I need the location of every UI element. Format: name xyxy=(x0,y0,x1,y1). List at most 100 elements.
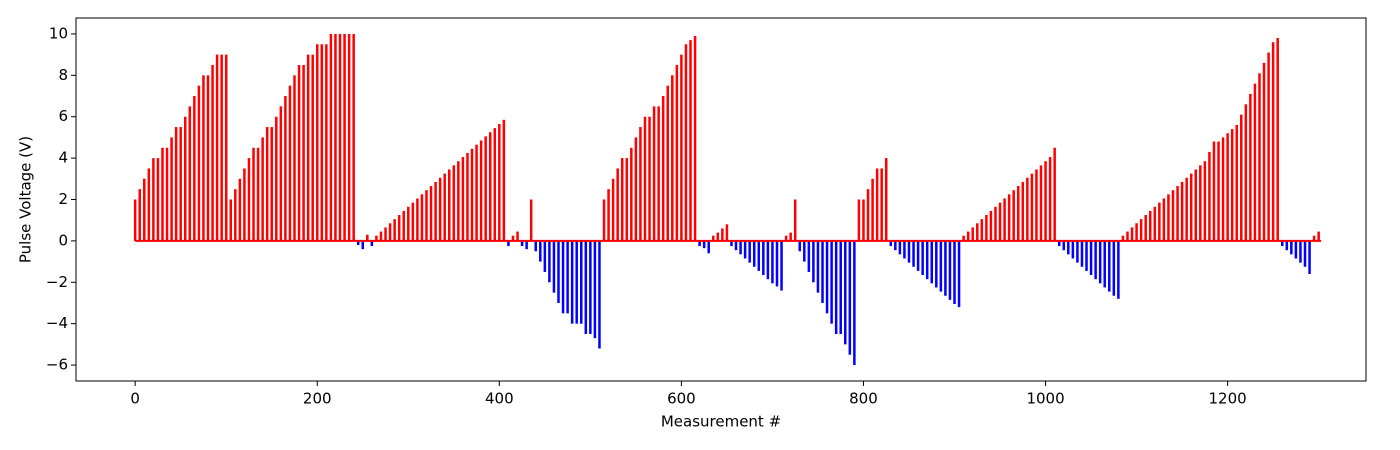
bar xyxy=(766,240,770,280)
bar xyxy=(898,240,902,255)
y-tick-label: 0 xyxy=(58,231,68,249)
bar xyxy=(256,147,260,241)
bar xyxy=(716,232,720,241)
bar xyxy=(639,127,642,241)
bar xyxy=(812,240,815,283)
bar xyxy=(347,33,351,241)
bar xyxy=(197,85,201,241)
x-tick-label: 1000 xyxy=(1026,390,1064,408)
bar xyxy=(935,240,938,288)
bar xyxy=(780,240,783,291)
bar xyxy=(397,215,401,241)
bar xyxy=(1071,240,1075,259)
bar xyxy=(1280,240,1284,247)
bar xyxy=(265,127,269,241)
bar xyxy=(516,231,519,241)
bar xyxy=(133,199,137,241)
plot-frame xyxy=(75,17,1367,382)
bar xyxy=(393,219,396,241)
bar xyxy=(1217,141,1220,241)
bar xyxy=(661,96,665,241)
bar xyxy=(183,116,187,241)
bar xyxy=(1085,240,1088,271)
bar xyxy=(1290,240,1293,255)
bar xyxy=(1039,165,1043,241)
bar xyxy=(224,54,228,241)
bar xyxy=(279,106,283,241)
bar xyxy=(1194,169,1198,241)
bar xyxy=(634,137,638,241)
bar xyxy=(1189,173,1193,241)
bar xyxy=(1294,240,1298,259)
bar xyxy=(1035,169,1038,241)
bar xyxy=(976,223,979,241)
bar xyxy=(1308,240,1311,275)
bar xyxy=(1167,194,1170,241)
bar xyxy=(680,54,683,241)
bar xyxy=(853,240,856,366)
bar xyxy=(630,147,633,241)
bar xyxy=(611,178,615,241)
bar xyxy=(939,240,943,292)
bar xyxy=(916,240,920,271)
bar xyxy=(402,210,405,241)
y-tick-label: 4 xyxy=(58,149,68,167)
bar xyxy=(821,240,824,303)
bar xyxy=(338,33,342,241)
bar xyxy=(989,210,993,241)
bar xyxy=(1057,240,1061,247)
bar xyxy=(1144,215,1147,241)
bar xyxy=(702,240,706,249)
bar xyxy=(356,240,360,246)
bar xyxy=(743,240,747,259)
bar xyxy=(584,240,588,335)
y-axis-label: Pulse Voltage (V) xyxy=(17,136,35,263)
bar xyxy=(188,106,192,241)
bar xyxy=(830,240,833,324)
bar xyxy=(1108,240,1111,292)
bar xyxy=(507,240,510,247)
bar xyxy=(657,106,660,241)
bar xyxy=(407,206,410,241)
bar xyxy=(707,240,710,254)
bar xyxy=(1021,181,1025,241)
bar xyxy=(948,240,952,300)
bar xyxy=(1230,129,1234,241)
bar xyxy=(152,158,155,241)
bar xyxy=(329,33,333,241)
bar xyxy=(493,128,497,241)
bar xyxy=(1139,219,1143,241)
bar xyxy=(1076,240,1079,263)
bar xyxy=(1203,161,1207,241)
bar xyxy=(252,147,255,241)
bar xyxy=(1016,186,1020,241)
bar xyxy=(174,127,178,241)
bar xyxy=(748,240,751,263)
bar xyxy=(511,235,515,241)
bar xyxy=(994,206,997,241)
bar xyxy=(1249,93,1252,241)
bar xyxy=(957,240,961,308)
bar xyxy=(1112,240,1116,296)
bar xyxy=(366,234,369,241)
bar xyxy=(229,199,233,241)
bar xyxy=(1012,190,1015,241)
bar xyxy=(953,240,956,305)
bar xyxy=(575,240,578,324)
bar xyxy=(803,240,806,262)
bar xyxy=(1026,177,1029,241)
bar xyxy=(1007,194,1011,241)
bar xyxy=(1312,235,1316,241)
bar xyxy=(625,158,629,241)
bar xyxy=(288,85,292,241)
bar xyxy=(734,240,738,251)
bar xyxy=(566,240,569,314)
x-tick-label: 1200 xyxy=(1209,390,1247,408)
bar xyxy=(1244,104,1248,241)
bar xyxy=(789,232,792,241)
bar xyxy=(534,240,537,252)
bar xyxy=(903,240,906,259)
bar xyxy=(170,137,173,241)
y-tick-label: −4 xyxy=(46,314,68,332)
